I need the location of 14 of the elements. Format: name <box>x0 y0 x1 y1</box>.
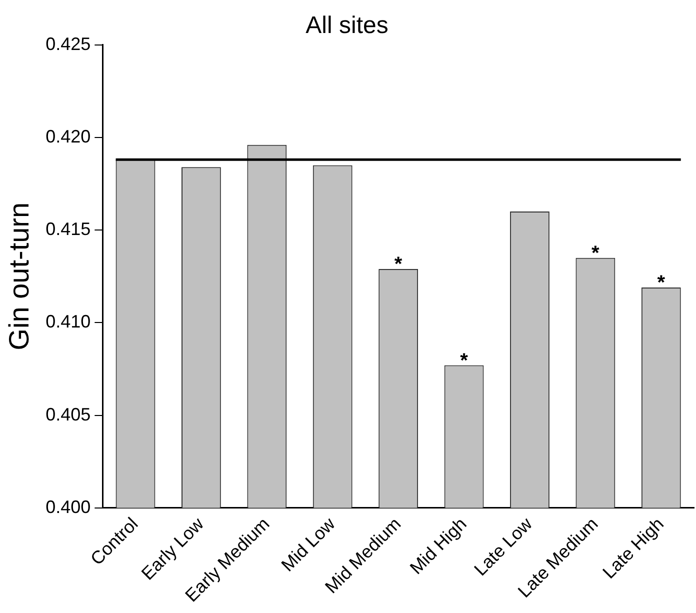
annotation: * <box>657 272 666 294</box>
x-tick-label: Mid High <box>406 514 470 578</box>
x-tick-label: Late High <box>598 514 668 582</box>
y-tick-label: 0.410 <box>46 312 91 332</box>
annotation: * <box>394 253 402 276</box>
y-tick-label: 0.405 <box>46 404 91 424</box>
y-tick-label: 0.425 <box>46 34 91 54</box>
y-tick-label: 0.400 <box>46 496 91 517</box>
annotation: * <box>460 350 468 372</box>
chart-title: All sites <box>306 12 388 40</box>
y-tick-label: 0.420 <box>46 126 91 146</box>
y-axis-title: Gin out-turn <box>4 202 35 350</box>
y-tick-label: 0.415 <box>46 219 91 240</box>
annotation: * <box>592 242 600 264</box>
